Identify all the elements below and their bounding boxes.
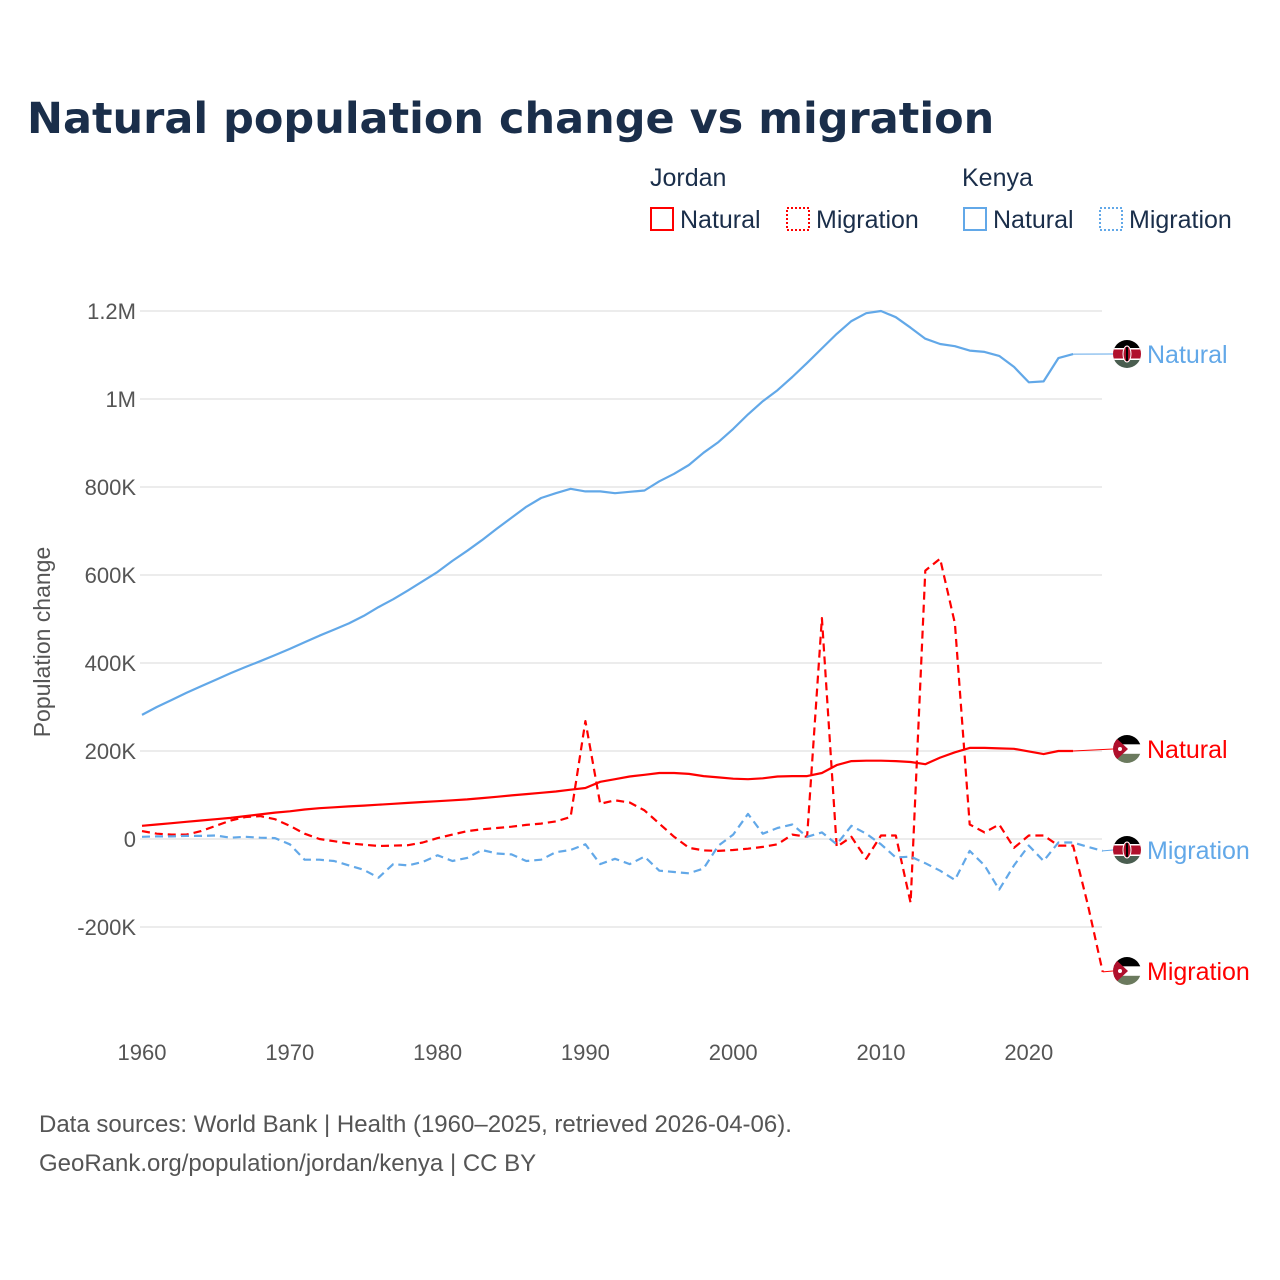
series-line-kenya-migration (141, 812, 1103, 891)
flag-body (1113, 957, 1141, 985)
flag-star (1118, 969, 1122, 973)
y-tick-label: 0 (124, 827, 136, 852)
legend-label-jordan-natural[interactable]: Natural (680, 206, 761, 234)
flag-body (1113, 735, 1141, 763)
end-label-kenya-natural: Natural (1147, 341, 1228, 369)
jordan-flag-icon (1113, 957, 1141, 985)
legend-label-jordan-migration[interactable]: Migration (816, 206, 919, 234)
y-tick-label: -200K (77, 915, 136, 940)
series-line-jordan-migration (141, 557, 1104, 973)
y-axis-label: Population change (29, 547, 55, 738)
kenya-flag-icon (1113, 836, 1141, 864)
legend-swatch-jordan-natural (650, 207, 674, 231)
end-label-jordan-migration: Migration (1147, 958, 1250, 986)
x-tick-label: 2000 (709, 1040, 758, 1065)
kenya-flag-icon (1113, 340, 1141, 368)
y-tick-label: 1M (105, 387, 136, 412)
legend: Jordan Natural Migration Kenya Natural M… (650, 164, 1232, 234)
legend-group-jordan: Jordan (650, 164, 726, 192)
end-connector-jordan-migration (1102, 970, 1114, 973)
y-tick-label: 800K (85, 475, 137, 500)
y-tick-label: 600K (85, 563, 137, 588)
footer-sources: Data sources: World Bank | Health (1960–… (39, 1111, 792, 1138)
x-tick-label: 1990 (561, 1040, 610, 1065)
flag-spear (1126, 347, 1128, 361)
legend-label-kenya-natural[interactable]: Natural (993, 206, 1074, 234)
flag-stripe-green (1113, 359, 1141, 368)
legend-label-kenya-migration[interactable]: Migration (1129, 206, 1232, 234)
end-label-kenya-migration: Migration (1147, 837, 1250, 865)
jordan-flag-icon (1113, 735, 1141, 763)
flag-stripe-green (1113, 753, 1141, 763)
legend-swatch-kenya-natural (963, 207, 987, 231)
flag-stripe-green (1113, 975, 1141, 985)
flag-body (1113, 836, 1141, 864)
end-label-jordan-natural: Natural (1147, 736, 1228, 764)
x-tick-label: 1970 (265, 1040, 314, 1065)
flag-body (1113, 340, 1141, 368)
flag-stripe-black (1113, 735, 1141, 745)
flag-spear (1126, 843, 1128, 857)
y-tick-label: 1.2M (87, 299, 136, 324)
legend-swatch-kenya-migration (1099, 207, 1123, 231)
flag-stripe-black (1113, 340, 1141, 349)
x-tick-label: 1980 (413, 1040, 462, 1065)
series-line-jordan-natural (141, 746, 1074, 827)
chart-title: Natural population change vs migration (27, 94, 994, 144)
y-tick-label: 400K (85, 651, 137, 676)
y-tick-label: 200K (85, 739, 137, 764)
flag-stripe-green (1113, 855, 1141, 864)
x-tick-label: 2020 (1004, 1040, 1053, 1065)
x-tick-label: 1960 (118, 1040, 167, 1065)
flag-stripe-black (1113, 836, 1141, 845)
flag-stripe-black (1113, 957, 1141, 967)
flag-star (1118, 747, 1122, 751)
series-line-kenya-natural (141, 309, 1074, 716)
legend-swatch-jordan-migration (786, 207, 810, 231)
footer-attribution[interactable]: GeoRank.org/population/jordan/kenya | CC… (39, 1150, 536, 1177)
legend-group-kenya: Kenya (962, 164, 1033, 192)
end-connector-kenya-migration (1102, 849, 1114, 852)
x-tick-label: 2010 (857, 1040, 906, 1065)
end-connector-jordan-natural (1073, 748, 1114, 752)
